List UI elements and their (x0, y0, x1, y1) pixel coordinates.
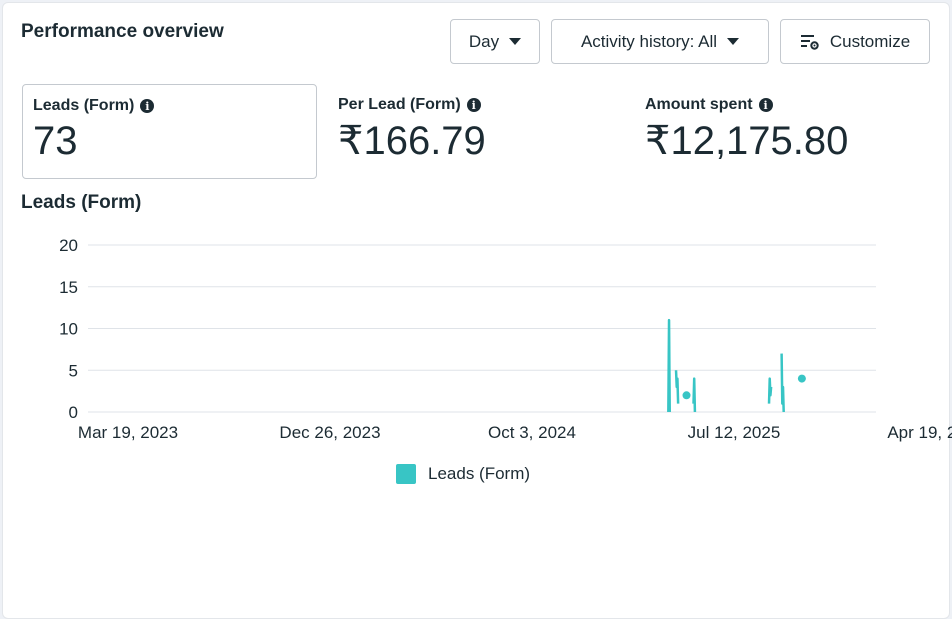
metric-label: Leads (Form) (33, 97, 135, 114)
x-tick-label: Dec 26, 2023 (279, 423, 380, 442)
metric-value: ₹166.79 (338, 119, 486, 163)
metric-value: 73 (33, 119, 78, 163)
metric-label: Amount spent (645, 96, 753, 113)
info-icon[interactable]: i (758, 98, 773, 112)
series-line (692, 377, 697, 413)
y-tick-label: 5 (69, 361, 78, 380)
page-title: Performance overview (21, 21, 224, 42)
y-tick-label: 0 (69, 403, 78, 422)
metric-per-lead[interactable]: Per Lead (Form) i ₹166.79 (328, 84, 623, 179)
customize-button[interactable]: Customize (780, 19, 930, 64)
day-dropdown-label: Day (468, 31, 500, 51)
caret-down-icon (727, 38, 740, 45)
x-tick-label: Jul 12, 2025 (688, 423, 781, 442)
x-tick-label: Mar 19, 2023 (78, 423, 178, 442)
x-tick-label: Oct 3, 2024 (488, 423, 576, 442)
data-point (682, 391, 691, 400)
customize-label: Customize (829, 31, 911, 51)
y-tick-label: 10 (59, 320, 78, 339)
x-tick-label: Apr 19, 2026 (887, 423, 952, 442)
series-line (780, 353, 785, 413)
chart-legend[interactable]: Leads (Form) (396, 464, 530, 484)
y-tick-label: 15 (59, 278, 78, 297)
metric-label: Per Lead (Form) (338, 96, 461, 113)
activity-history-dropdown[interactable]: Activity history: All (551, 19, 769, 64)
metric-amount-spent[interactable]: Amount spent i ₹12,175.80 (635, 84, 930, 179)
customize-icon (800, 34, 819, 50)
legend-label: Leads (Form) (428, 464, 531, 483)
activity-history-label: Activity history: All (580, 31, 718, 51)
series-line (674, 370, 680, 404)
info-icon[interactable]: i (466, 98, 481, 112)
data-point (797, 374, 806, 383)
series-line (667, 318, 671, 413)
y-tick-label: 20 (59, 236, 78, 255)
caret-down-icon (509, 38, 522, 45)
info-icon[interactable]: i (140, 99, 155, 113)
chart-title: Leads (Form) (21, 192, 142, 213)
series-line (767, 377, 773, 404)
day-dropdown[interactable]: Day (450, 19, 540, 64)
legend-swatch (396, 464, 416, 484)
metric-value: ₹12,175.80 (645, 119, 849, 163)
metric-leads-form[interactable]: Leads (Form) i 73 (22, 84, 317, 179)
